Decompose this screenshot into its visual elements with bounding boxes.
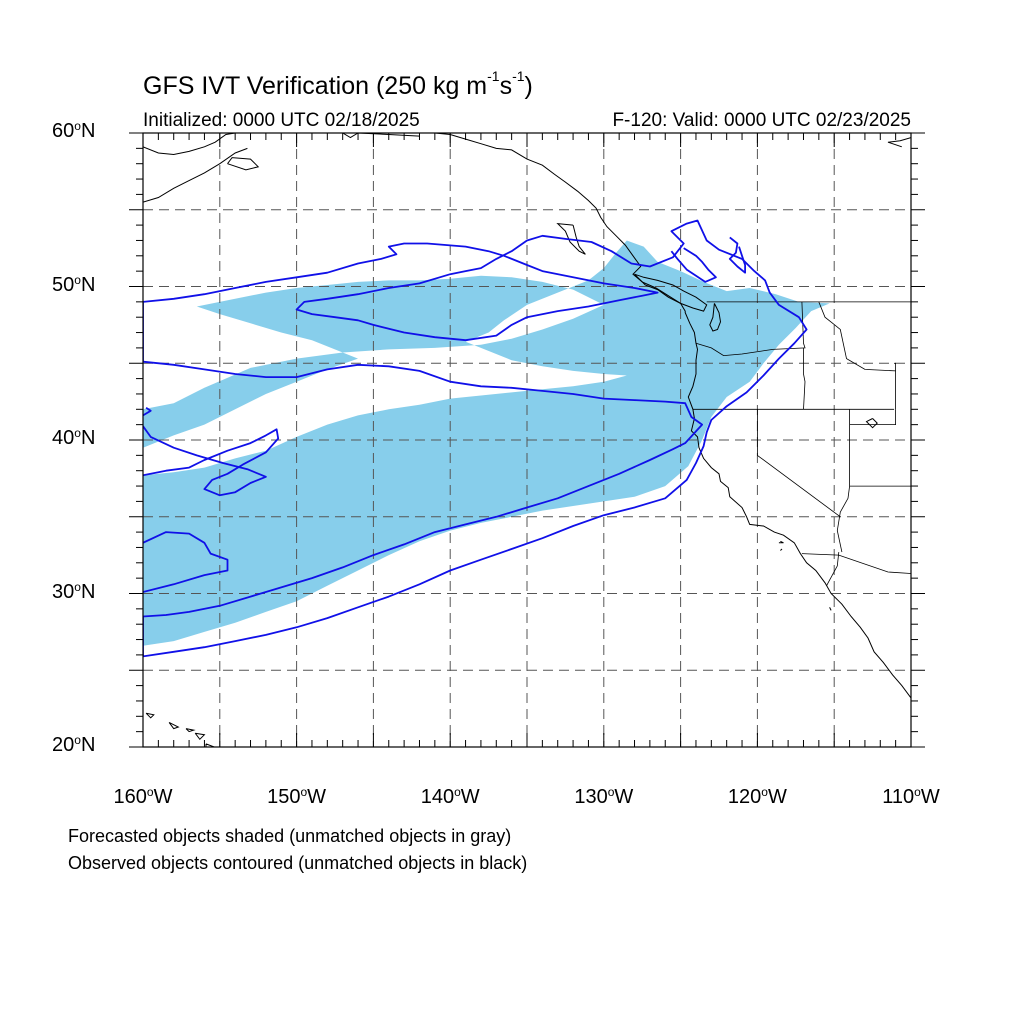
valid-time: F-120: Valid: 0000 UTC 02/23/2025	[612, 110, 911, 131]
initialized-time: Initialized: 0000 UTC 02/18/2025	[143, 110, 420, 131]
observed-footnote: Observed objects contoured (unmatched ob…	[68, 853, 528, 873]
political-border	[695, 301, 806, 357]
coastline	[829, 607, 832, 611]
coastline	[634, 273, 708, 312]
forecast-footnote: Forecasted objects shaded (unmatched obj…	[68, 826, 512, 846]
coastline	[168, 721, 180, 730]
lon-tick-label: 110oW	[882, 785, 940, 808]
chart-title: GFS IVT Verification (250 kg m-1s-1)	[143, 68, 533, 100]
coastline	[145, 712, 155, 719]
coastline	[887, 137, 911, 148]
lat-tick-label: 40oN	[52, 426, 96, 449]
coastline	[205, 743, 216, 747]
political-border	[803, 347, 806, 410]
political-border	[836, 409, 850, 553]
coastline	[780, 548, 783, 551]
observed-ivt-contour	[143, 425, 280, 497]
political-border	[801, 553, 911, 574]
lon-tick-label: 160oW	[113, 785, 173, 808]
observed-ivt-contour	[670, 247, 717, 283]
plot-area	[143, 133, 911, 747]
coastline	[434, 133, 911, 699]
lon-tick-label: 150oW	[267, 785, 327, 808]
observed-ivt-contour	[143, 531, 229, 593]
coastline	[143, 133, 236, 156]
observed-ivt-contour	[728, 236, 746, 274]
observed-ivt-contour	[143, 407, 152, 417]
coastline	[185, 728, 196, 733]
coastline	[143, 147, 248, 203]
forecast-ivt-object	[143, 240, 830, 646]
lon-tick-label: 130oW	[574, 785, 634, 808]
lon-tick-label: 120oW	[727, 785, 787, 808]
coastline	[342, 133, 420, 139]
coastline	[778, 540, 784, 544]
political-border	[826, 552, 840, 586]
lat-tick-label: 50oN	[52, 272, 96, 296]
political-border	[894, 362, 896, 410]
coastline	[194, 732, 206, 741]
lat-tick-label: 30oN	[52, 579, 96, 603]
lat-tick-label: 60oN	[52, 119, 96, 142]
lat-tick-label: 20oN	[52, 733, 96, 756]
political-border	[849, 409, 896, 426]
observed-ivt-contour	[143, 219, 808, 658]
political-border	[757, 409, 841, 518]
coastline	[709, 303, 722, 332]
coastline	[865, 418, 878, 429]
political-border	[818, 301, 896, 372]
lon-tick-label: 140oW	[420, 785, 480, 808]
coastline	[227, 157, 260, 171]
